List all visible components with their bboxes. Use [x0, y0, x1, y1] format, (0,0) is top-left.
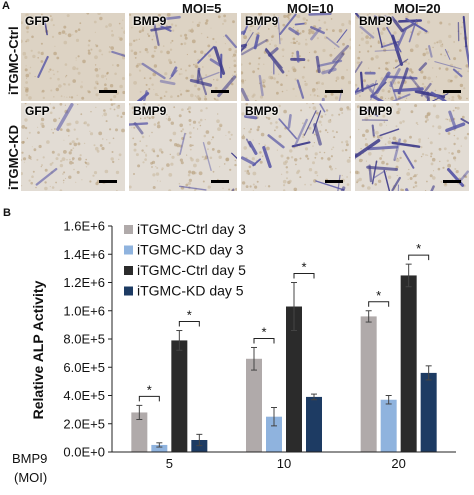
- significance-bracket: [178, 321, 200, 327]
- panel-b-letter: B: [3, 207, 11, 219]
- y-tick-label: 0.0E+0: [63, 445, 105, 460]
- micrograph-tile: BMP9: [355, 103, 469, 191]
- x-header-unit: (MOI): [14, 470, 47, 485]
- significance-bracket: [293, 273, 315, 279]
- tile-label: BMP9: [359, 104, 393, 118]
- bar: [286, 306, 302, 452]
- tile-label: BMP9: [359, 14, 393, 28]
- significance-star: *: [147, 382, 152, 397]
- legend-label: iTGMC-Ctrl day 3: [137, 221, 246, 237]
- scale-bar: [211, 90, 229, 93]
- significance-bracket: [138, 395, 160, 402]
- micrograph-image: [21, 103, 125, 191]
- x-tick-label: 20: [391, 456, 405, 471]
- panel-a-letter: A: [2, 0, 10, 12]
- micrograph-tile: BMP9: [129, 103, 237, 191]
- y-axis: 0.0E+0 2.0E+5 4.0E+5 6.0E+5 8.0E+5 1.0E+6 1.2E…: [63, 219, 113, 460]
- scale-bar: [325, 90, 343, 93]
- micrograph-tile: GFP: [21, 13, 125, 101]
- tile-label: GFP: [25, 104, 50, 118]
- bar: [420, 372, 437, 452]
- y-tick-label: 2.0E+5: [63, 416, 105, 431]
- micrograph-image: [241, 103, 351, 191]
- alp-bar-chart: 0.0E+0 2.0E+5 4.0E+5 6.0E+5 8.0E+5 1.0E+6 1.2E…: [12, 219, 456, 485]
- micrograph-tile: BMP9: [241, 13, 351, 101]
- significance-bracket: [368, 301, 390, 307]
- tile-label: GFP: [25, 14, 50, 28]
- significance-star: *: [301, 260, 306, 275]
- micrograph-image: [241, 13, 351, 101]
- legend-label: iTGMC-Ctrl day 5: [137, 262, 246, 278]
- significance-star: *: [416, 241, 421, 256]
- legend-swatch: [124, 266, 133, 275]
- x-axis: 5 10 20: [112, 451, 456, 471]
- bar: [131, 412, 148, 452]
- micrograph-tile: BMP9: [129, 13, 237, 101]
- micrograph-image: [355, 103, 469, 191]
- micrograph-image: [129, 13, 237, 101]
- legend-label: iTGMC-KD day 5: [137, 283, 244, 299]
- micrograph-tile: GFP: [21, 103, 125, 191]
- x-tick-label: 5: [166, 456, 173, 471]
- scale-bar: [99, 90, 117, 93]
- bar: [380, 399, 397, 452]
- y-tick-label: 1.4E+6: [63, 247, 105, 262]
- y-tick-label: 4.0E+5: [63, 388, 105, 403]
- tile-label: BMP9: [245, 14, 279, 28]
- y-tick-label: 1.2E+6: [63, 275, 105, 290]
- micrograph-image: [129, 103, 237, 191]
- scale-bar: [325, 180, 343, 183]
- y-tick-label: 6.0E+5: [63, 360, 105, 375]
- y-tick-label: 8.0E+5: [63, 332, 105, 347]
- row-label-kd: iTGMC-KD: [6, 125, 21, 190]
- y-tick-label: 1.0E+6: [63, 303, 105, 318]
- significance-star: *: [261, 324, 266, 339]
- row-label-ctrl: iTGMC-Ctrl: [6, 26, 21, 95]
- bar: [246, 358, 262, 452]
- micrograph-tile: BMP9: [355, 13, 469, 101]
- bar: [306, 396, 322, 452]
- bars: [131, 263, 437, 452]
- scale-bar: [443, 90, 461, 93]
- tile-label: BMP9: [133, 14, 167, 28]
- moi-header-5: MOI=5: [182, 1, 222, 16]
- legend-label: iTGMC-KD day 3: [137, 242, 244, 258]
- y-axis-label: Relative ALP Activity: [30, 280, 46, 419]
- legend-swatch: [124, 286, 133, 296]
- moi-header-20: MOI=20: [394, 1, 441, 16]
- significance-star: *: [187, 308, 192, 323]
- x-tick-label: 10: [277, 456, 291, 471]
- legend-swatch: [124, 245, 133, 255]
- bar: [266, 416, 282, 452]
- significance-star: *: [376, 288, 381, 303]
- scale-bar: [211, 180, 229, 183]
- tile-label: BMP9: [133, 104, 167, 118]
- scale-bar: [443, 180, 461, 183]
- bar: [171, 340, 188, 452]
- legend-swatch: [124, 225, 133, 234]
- y-tick-label: 1.6E+6: [63, 219, 105, 234]
- tile-label: BMP9: [245, 104, 279, 118]
- significance-brackets: * * * * * *: [138, 241, 430, 402]
- micrograph-image: [21, 13, 125, 101]
- significance-bracket: [253, 337, 275, 344]
- x-header-bmp9: BMP9: [12, 451, 47, 466]
- bar: [151, 444, 168, 452]
- scale-bar: [99, 180, 117, 183]
- moi-header-10: MOI=10: [287, 1, 334, 16]
- bar: [360, 316, 377, 452]
- micrograph-image: [355, 13, 469, 101]
- micrograph-tile: BMP9: [241, 103, 351, 191]
- bar: [400, 275, 417, 452]
- legend: iTGMC-Ctrl day 3 iTGMC-KD day 3 iTGMC-Ctrl…: [124, 221, 246, 299]
- significance-bracket: [408, 254, 430, 261]
